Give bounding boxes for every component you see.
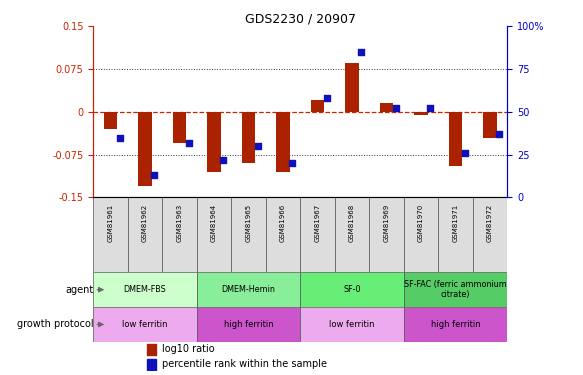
Text: GSM81964: GSM81964 xyxy=(211,203,217,242)
Point xyxy=(460,150,469,156)
Text: GSM81963: GSM81963 xyxy=(177,203,182,242)
Point xyxy=(391,105,401,111)
Text: GSM81965: GSM81965 xyxy=(245,203,251,242)
Text: high ferritin: high ferritin xyxy=(431,320,480,329)
Bar xyxy=(473,197,507,272)
Bar xyxy=(196,272,300,307)
Bar xyxy=(147,344,156,355)
Text: GSM81970: GSM81970 xyxy=(418,203,424,242)
Bar xyxy=(300,307,403,342)
Text: agent: agent xyxy=(66,285,94,295)
Bar xyxy=(449,112,462,166)
Bar xyxy=(403,307,507,342)
Text: high ferritin: high ferritin xyxy=(224,320,273,329)
Bar xyxy=(403,272,507,307)
Text: GSM81967: GSM81967 xyxy=(314,203,321,242)
Point xyxy=(253,143,262,149)
Text: GSM81968: GSM81968 xyxy=(349,203,355,242)
Bar xyxy=(93,307,196,342)
Point xyxy=(494,131,504,137)
Bar xyxy=(208,112,220,172)
Text: low ferritin: low ferritin xyxy=(122,320,168,329)
Bar xyxy=(300,272,403,307)
Text: GSM81969: GSM81969 xyxy=(384,203,389,242)
Point xyxy=(287,160,297,166)
Bar xyxy=(128,197,162,272)
Bar xyxy=(93,197,128,272)
Text: GSM81961: GSM81961 xyxy=(107,203,114,242)
Bar xyxy=(104,112,117,129)
Point xyxy=(357,49,366,55)
Bar xyxy=(311,100,324,112)
Text: GSM81962: GSM81962 xyxy=(142,203,148,242)
Point xyxy=(426,105,435,111)
Text: GSM81971: GSM81971 xyxy=(452,203,458,242)
Bar xyxy=(276,112,290,172)
Text: GSM81972: GSM81972 xyxy=(487,203,493,242)
Bar xyxy=(415,112,427,115)
Bar xyxy=(196,197,231,272)
Bar xyxy=(147,358,156,370)
Text: low ferritin: low ferritin xyxy=(329,320,375,329)
Bar xyxy=(300,197,335,272)
Bar xyxy=(231,197,266,272)
Bar xyxy=(380,103,393,112)
Text: growth protocol: growth protocol xyxy=(17,320,94,330)
Bar xyxy=(483,112,497,138)
Bar xyxy=(346,63,359,112)
Text: percentile rank within the sample: percentile rank within the sample xyxy=(161,359,326,369)
Point xyxy=(219,157,228,163)
Bar xyxy=(369,197,403,272)
Text: DMEM-FBS: DMEM-FBS xyxy=(124,285,166,294)
Point xyxy=(184,140,194,146)
Text: log10 ratio: log10 ratio xyxy=(161,345,214,354)
Bar xyxy=(335,197,369,272)
Point xyxy=(322,95,332,101)
Text: SF-0: SF-0 xyxy=(343,285,361,294)
Bar xyxy=(403,197,438,272)
Bar xyxy=(438,197,473,272)
Point xyxy=(115,135,125,141)
Bar xyxy=(173,112,186,143)
Bar xyxy=(196,307,300,342)
Bar xyxy=(242,112,255,163)
Bar xyxy=(162,197,196,272)
Bar xyxy=(139,112,152,186)
Bar xyxy=(93,272,196,307)
Bar xyxy=(266,197,300,272)
Text: GSM81966: GSM81966 xyxy=(280,203,286,242)
Point xyxy=(150,172,159,178)
Title: GDS2230 / 20907: GDS2230 / 20907 xyxy=(245,12,356,25)
Text: DMEM-Hemin: DMEM-Hemin xyxy=(222,285,275,294)
Text: SF-FAC (ferric ammonium
citrate): SF-FAC (ferric ammonium citrate) xyxy=(404,280,507,299)
